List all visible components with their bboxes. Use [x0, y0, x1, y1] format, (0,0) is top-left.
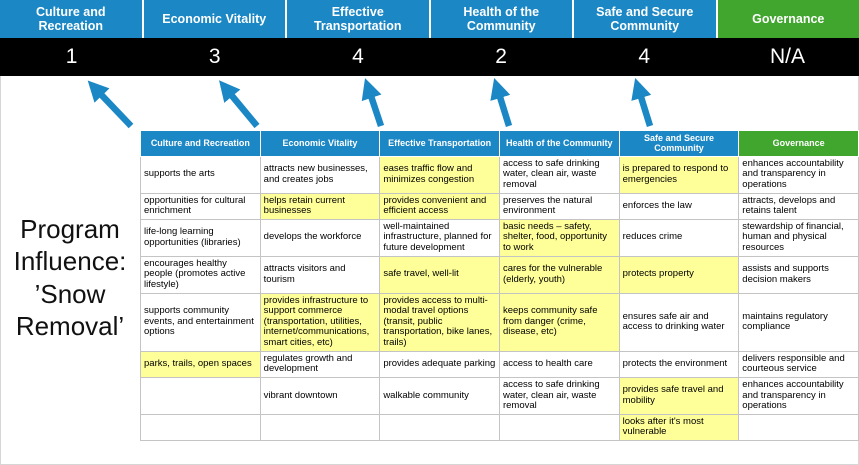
up-arrow-icon [631, 78, 654, 127]
matrix-header-economic-vitality: Economic Vitality [259, 130, 381, 157]
matrix-cell: ensures safe air and access to drinking … [618, 292, 740, 352]
up-arrow-icon [87, 80, 134, 129]
matrix-cell: encourages healthy people (promotes acti… [140, 255, 261, 294]
matrix-cell: opportunities for cultural enrichment [140, 192, 261, 220]
pillar-header-culture-and-recreation: Culture and Recreation [0, 0, 144, 38]
matrix-cell: provides access to multi-modal travel op… [379, 292, 500, 352]
table-row: opportunities for cultural enrichment hel… [140, 192, 859, 220]
matrix-cell: regulates growth and development [259, 350, 381, 378]
pillar-header-safe-and-secure-community: Safe and Secure Community [574, 0, 718, 38]
matrix-cell: reduces crime [618, 218, 740, 257]
matrix-cell: protects property [618, 255, 740, 294]
table-row: vibrant downtown walkable community access… [140, 376, 859, 415]
matrix-cell: safe travel, well-lit [379, 255, 500, 294]
matrix-cell [140, 413, 261, 442]
matrix-cell: is prepared to respond to emergencies [618, 155, 740, 194]
matrix-cell [498, 413, 620, 442]
matrix-header-culture-and-recreation: Culture and Recreation [140, 130, 261, 157]
pillar-score-effective-transportation: 4 [352, 45, 364, 68]
matrix-cell: attracts new businesses, and creates job… [259, 155, 381, 194]
matrix-cell: keeps community safe from danger (crime,… [498, 292, 620, 352]
table-row: looks after it's most vulnerable [140, 413, 859, 442]
pillar-header-governance: Governance [717, 0, 859, 38]
pillar-header-effective-transportation: Effective Transportation [287, 0, 431, 38]
matrix-cell: enhances accountability and transparency… [738, 376, 859, 415]
pillar-score-culture-and-recreation: 1 [65, 45, 78, 68]
matrix-cell: access to safe drinking water, clean air… [498, 155, 620, 194]
matrix-cell: access to safe drinking water, clean air… [498, 376, 620, 415]
table-row: parks, trails, open spaces regulates grow… [140, 350, 859, 378]
matrix-cell [379, 413, 500, 442]
up-arrow-icon [490, 78, 513, 127]
matrix-cell [259, 413, 381, 442]
matrix-cell: access to health care [498, 350, 620, 378]
matrix-cell: supports community events, and entertain… [140, 292, 261, 352]
matrix-header-safe-and-secure-community: Safe and Secure Community [618, 130, 740, 157]
pillar-header-health-of-the-community: Health of the Community [430, 0, 574, 38]
pillar-score-governance: N/A [769, 45, 805, 68]
influence-table: Culture and Recreation Economic Vitality E… [140, 130, 859, 442]
matrix-cell: assists and supports decision makers [738, 255, 859, 294]
table-row: supports community events, and entertain… [140, 292, 859, 352]
pillar-score-safe-and-secure-community: 4 [638, 45, 651, 68]
matrix-cell: preserves the natural environment [498, 192, 620, 220]
arrow-band [0, 76, 859, 130]
matrix-cell: attracts, develops and retains talent [738, 192, 859, 220]
matrix-cell: helps retain current businesses [259, 192, 381, 220]
matrix-cell: maintains regulatory compliance [738, 292, 859, 352]
matrix-cell [140, 376, 261, 415]
influence-matrix: Culture and Recreation Economic Vitality E… [140, 130, 859, 465]
matrix-cell: enhances accountability and transparency… [738, 155, 859, 194]
matrix-cell: develops the workforce [259, 218, 381, 257]
matrix-header-governance: Governance [738, 130, 859, 157]
up-arrow-icon [219, 80, 260, 129]
matrix-cell: supports the arts [140, 155, 261, 194]
matrix-cell: provides safe travel and mobility [618, 376, 740, 415]
matrix-cell: enforces the law [618, 192, 740, 220]
up-arrows-graphic [87, 78, 654, 129]
matrix-cell: provides convenient and efficient access [379, 192, 500, 220]
matrix-cell: vibrant downtown [259, 376, 381, 415]
matrix-header-effective-transportation: Effective Transportation [379, 130, 500, 157]
matrix-cell: walkable community [379, 376, 500, 415]
matrix-cell: looks after it's most vulnerable [618, 413, 740, 442]
matrix-cell: delivers responsible and courteous servi… [738, 350, 859, 378]
program-title: Program Influence: ’Snow Removal’ [13, 213, 127, 342]
up-arrow-icon [361, 78, 385, 128]
matrix-cell: basic needs – safety, shelter, food, opp… [498, 218, 620, 257]
matrix-header-health-of-the-community: Health of the Community [498, 130, 620, 157]
matrix-cell: protects the environment [618, 350, 740, 378]
matrix-cell: attracts visitors and tourism [259, 255, 381, 294]
matrix-cell: provides adequate parking [379, 350, 500, 378]
matrix-cell: parks, trails, open spaces [140, 350, 261, 378]
matrix-cell: well-maintained infrastructure, planned … [379, 218, 500, 257]
pillar-score-economic-vitality: 3 [208, 45, 221, 68]
pillar-header-row: Culture and Recreation Economic Vitality E… [0, 0, 859, 38]
table-header-row: Culture and Recreation Economic Vitality E… [140, 130, 859, 157]
matrix-cell: cares for the vulnerable (elderly, youth… [498, 255, 620, 294]
pillar-score-health-of-the-community: 2 [495, 45, 507, 68]
matrix-cell: eases traffic flow and minimizes congest… [379, 155, 500, 194]
score-row: 1 3 4 2 4 N/A [0, 38, 859, 76]
matrix-cell [738, 413, 859, 442]
matrix-cell: provides infrastructure to support comme… [259, 292, 381, 352]
matrix-cell: stewardship of financial, human and phys… [738, 218, 859, 257]
matrix-cell: life-long learning opportunities (librar… [140, 218, 261, 257]
table-row: life-long learning opportunities (librar… [140, 218, 859, 257]
pillar-header-economic-vitality: Economic Vitality [143, 0, 287, 38]
main-area: Program Influence: ’Snow Removal’ Cultur… [0, 130, 859, 465]
table-row: encourages healthy people (promotes acti… [140, 255, 859, 294]
table-row: supports the arts attracts new businesses… [140, 155, 859, 194]
